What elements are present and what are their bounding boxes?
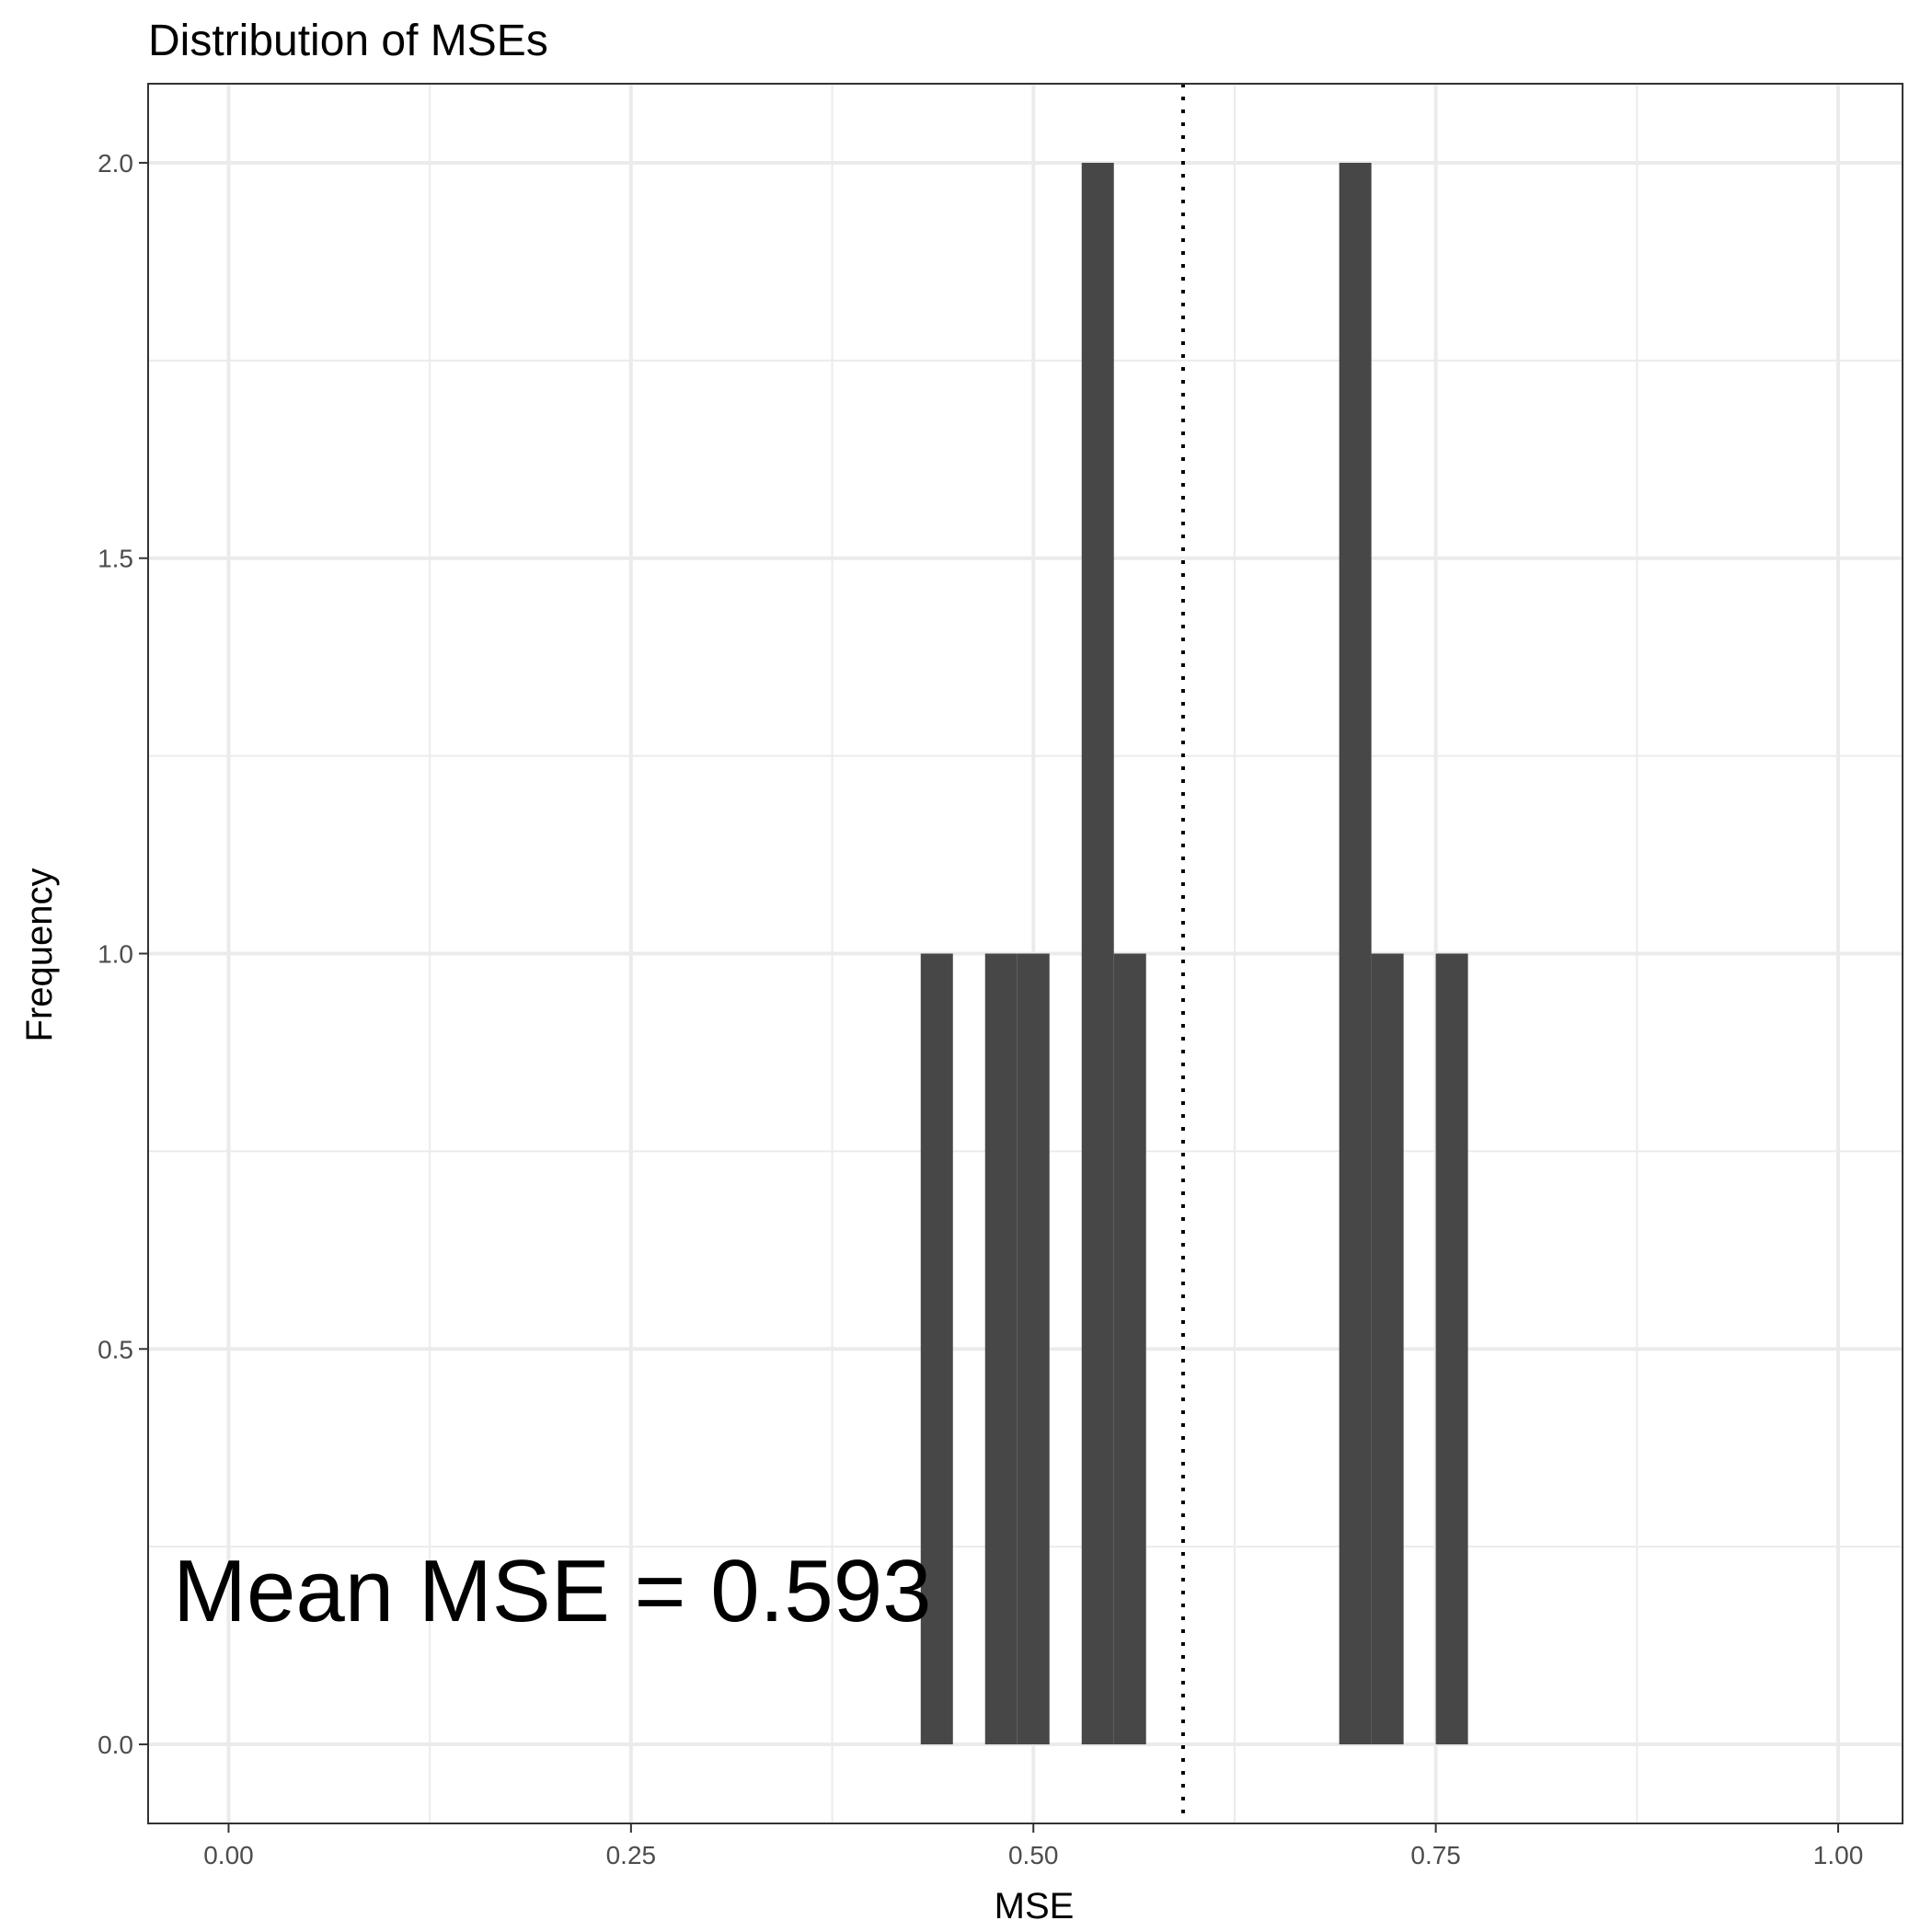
y-tick-label: 0.5: [98, 1335, 133, 1363]
x-tick-label: 0.00: [203, 1841, 254, 1869]
x-axis-title: MSE: [995, 1886, 1075, 1926]
histogram-bar: [1435, 953, 1468, 1745]
y-tick-label: 2.0: [98, 149, 133, 178]
histogram-bar: [1339, 162, 1372, 1745]
x-tick-label: 0.50: [1008, 1841, 1059, 1869]
x-tick-label: 0.75: [1410, 1841, 1461, 1869]
histogram-bar: [920, 953, 953, 1745]
chart-title: Distribution of MSEs: [148, 17, 548, 65]
mean-annotation: Mean MSE = 0.593: [173, 1542, 931, 1640]
y-tick-label: 1.5: [98, 545, 133, 573]
histogram-bar: [1113, 953, 1146, 1745]
y-tick-label: 1.0: [98, 940, 133, 969]
x-tick-label: 1.00: [1813, 1841, 1864, 1869]
y-axis: 0.0 0.5 1.0 1.5 2.0: [98, 149, 148, 1759]
histogram-bars: [920, 162, 1468, 1745]
y-axis-title: Frequency: [19, 868, 60, 1042]
histogram-bar: [984, 953, 1018, 1745]
y-tick-label: 0.0: [98, 1731, 133, 1759]
histogram-bar: [1017, 953, 1050, 1745]
x-tick-label: 0.25: [606, 1841, 657, 1869]
x-axis: 0.00 0.25 0.50 0.75 1.00: [203, 1823, 1863, 1869]
histogram-bar: [1371, 953, 1404, 1745]
histogram-bar: [1081, 162, 1114, 1745]
